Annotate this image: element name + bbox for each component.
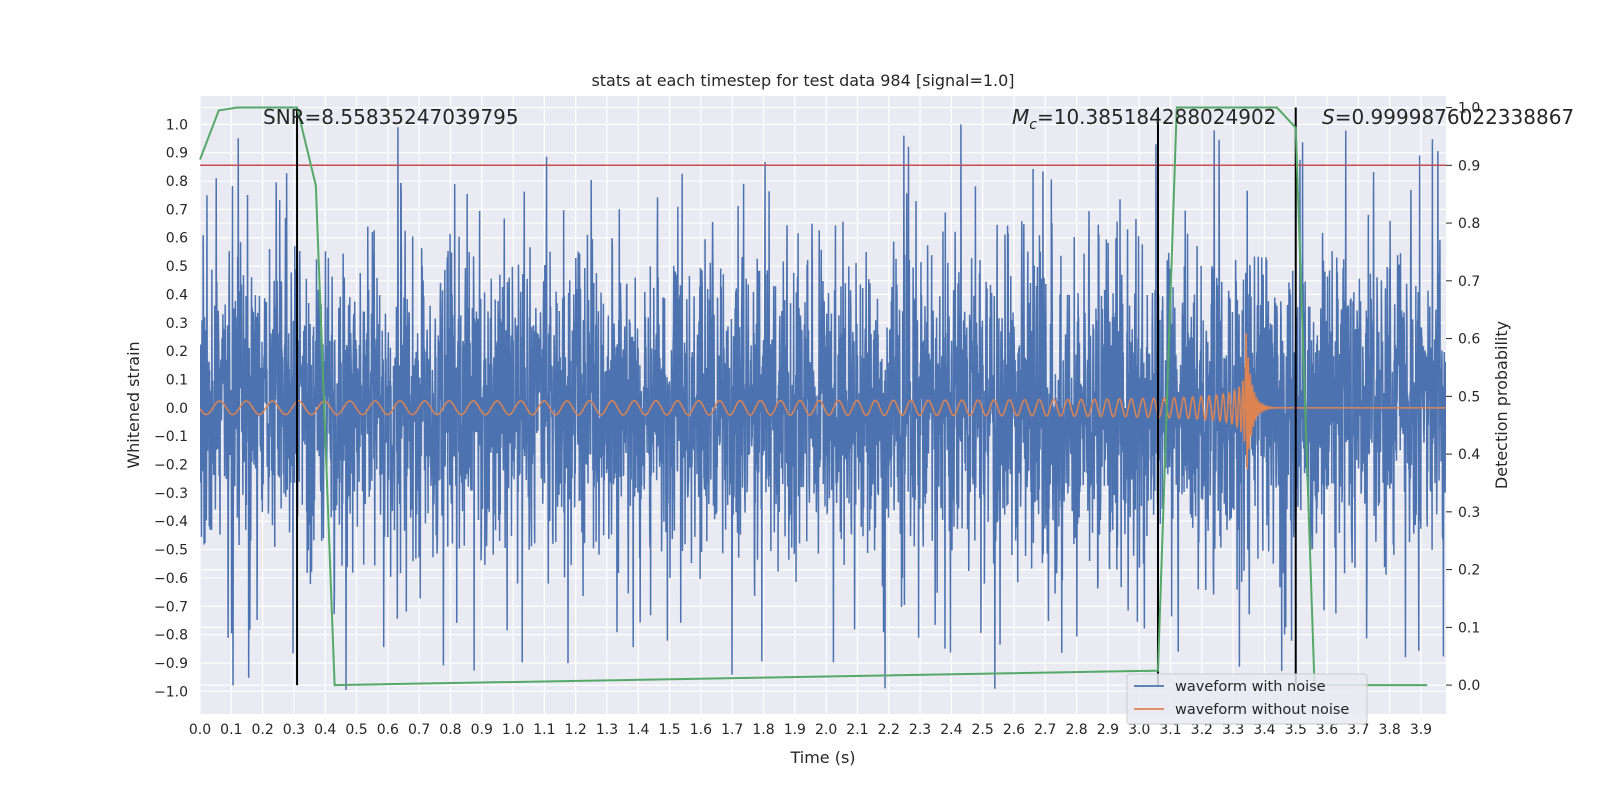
y-tick-label: −0.6: [154, 571, 188, 587]
x-tick-label: 0.5: [345, 722, 367, 738]
y-right-tick-label: 0.4: [1458, 447, 1480, 463]
x-tick-label: 3.6: [1316, 722, 1338, 738]
x-tick-label: 0.8: [439, 722, 461, 738]
x-tick-label: 1.7: [721, 722, 743, 738]
x-tick-label: 3.2: [1191, 722, 1213, 738]
x-tick-label: 3.7: [1347, 722, 1369, 738]
y-tick-labels: 1.0 0.9 0.8 0.7 0.6 0.5 0.4 0.3 0.2 0.1 0.0 −0.1 −0.…: [154, 117, 188, 700]
y-tick-label: −0.4: [154, 514, 188, 530]
legend-label-clean: waveform without noise: [1175, 702, 1349, 718]
vertical-markers: [296, 107, 1297, 686]
legend-label-noise: waveform with noise: [1175, 679, 1326, 695]
x-tick-label: 2.1: [846, 722, 868, 738]
x-tick-label: 1.5: [658, 722, 680, 738]
y-tick-label: −1.0: [154, 684, 188, 700]
y-tick-label: 0.0: [166, 401, 188, 417]
x-tick-label: 0.1: [220, 722, 242, 738]
y-tick-label: 0.9: [166, 146, 188, 162]
x-tick-label: 3.4: [1253, 722, 1275, 738]
x-tick-label: 2.2: [878, 722, 900, 738]
s-annotation: S=0.9999876022338867: [1322, 105, 1574, 129]
y-tick-label: −0.2: [154, 458, 188, 474]
x-tick-labels: 0.0 0.1 0.2 0.3 0.4 0.5 0.6 0.7 0.8 0.9 1.0 1.1 1.2 1…: [189, 722, 1432, 738]
x-tick-label: 3.0: [1128, 722, 1150, 738]
y-tick-label: 0.2: [166, 344, 188, 360]
x-tick-label: 0.7: [408, 722, 430, 738]
y-right-tick-label: 0.1: [1458, 620, 1480, 636]
y-tick-label: −0.3: [154, 486, 188, 502]
x-tick-label: 1.2: [565, 722, 587, 738]
y-tick-label: 0.4: [166, 287, 188, 303]
y-right-tick-labels: 1.0 0.9 0.8 0.7 0.6 0.5 0.4 0.3 0.2 0.1 0.0: [1446, 101, 1480, 694]
x-tick-label: 2.0: [815, 722, 837, 738]
x-tick-label: 0.0: [189, 722, 211, 738]
y-tick-label: 0.1: [166, 372, 188, 388]
x-tick-label: 0.6: [377, 722, 399, 738]
x-tick-label: 2.5: [972, 722, 994, 738]
legend: waveform with noise waveform without noi…: [1126, 673, 1368, 725]
y-right-tick-label: 0.0: [1458, 678, 1480, 694]
y-right-tick-label: 0.8: [1458, 216, 1480, 232]
y-right-tick-label: 0.2: [1458, 563, 1480, 579]
y-tick-label: 0.8: [166, 174, 188, 190]
y-right-tick-label: 0.6: [1458, 332, 1480, 348]
snr-annotation: SNR=8.55835247039795: [263, 105, 519, 129]
y-right-tick-label: 0.5: [1458, 389, 1480, 405]
y-tick-label: 1.0: [166, 117, 188, 133]
y-right-tick-label: 0.9: [1458, 158, 1480, 174]
x-tick-label: 2.6: [1003, 722, 1025, 738]
legend-box: [1126, 673, 1368, 725]
y-tick-label: 0.6: [166, 231, 188, 247]
mc-annotation: Mc=10.385184288024902: [1012, 105, 1276, 133]
x-tick-label: 1.3: [596, 722, 618, 738]
x-tick-label: 0.4: [314, 722, 336, 738]
x-tick-label: 3.3: [1222, 722, 1244, 738]
x-tick-label: 1.0: [502, 722, 524, 738]
x-tick-label: 0.2: [251, 722, 273, 738]
series-detection-probability: [199, 106, 1428, 687]
s-symbol: S: [1322, 105, 1335, 129]
x-tick-label: 3.5: [1285, 722, 1307, 738]
y-tick-label: 0.5: [166, 259, 188, 275]
x-tick-label: 2.7: [1034, 722, 1056, 738]
mc-symbol: M: [1012, 105, 1029, 129]
x-tick-label: 2.8: [1065, 722, 1087, 738]
y-tick-label: −0.8: [154, 628, 188, 644]
mc-value: =10.385184288024902: [1037, 105, 1276, 129]
y-tick-label: 0.3: [166, 316, 188, 332]
x-tick-label: 1.8: [752, 722, 774, 738]
x-tick-label: 1.6: [690, 722, 712, 738]
y-right-tick-label: 0.7: [1458, 274, 1480, 290]
y-right-axis-label: Detection probability: [1492, 321, 1511, 489]
x-tick-label: 1.9: [784, 722, 806, 738]
y-tick-label: 0.7: [166, 202, 188, 218]
y-tick-label: −0.5: [154, 543, 188, 559]
y-tick-label: −0.1: [154, 429, 188, 445]
y-tick-label: −0.7: [154, 599, 188, 615]
x-tick-label: 0.3: [283, 722, 305, 738]
x-tick-label: 2.3: [909, 722, 931, 738]
series-waveform-with-noise: [200, 124, 1446, 691]
x-tick-label: 3.1: [1159, 722, 1181, 738]
x-axis-label: Time (s): [789, 748, 855, 767]
x-tick-label: 3.9: [1410, 722, 1432, 738]
mc-subscript: c: [1029, 117, 1037, 133]
x-tick-label: 1.4: [627, 722, 649, 738]
y-tick-label: −0.9: [154, 656, 188, 672]
y-right-tick-label: 1.0: [1458, 101, 1480, 117]
x-tick-label: 1.1: [533, 722, 555, 738]
s-value: =0.9999876022338867: [1335, 105, 1574, 129]
x-tick-label: 3.8: [1379, 722, 1401, 738]
y-right-tick-label: 0.3: [1458, 505, 1480, 521]
x-tick-label: 2.4: [940, 722, 962, 738]
series-waveform-without-noise: [200, 333, 1446, 470]
x-tick-label: 0.9: [471, 722, 493, 738]
x-tick-label: 2.9: [1097, 722, 1119, 738]
y-axis-label: Whitened strain: [124, 341, 143, 468]
chart-title: stats at each timestep for test data 984…: [591, 71, 1014, 90]
